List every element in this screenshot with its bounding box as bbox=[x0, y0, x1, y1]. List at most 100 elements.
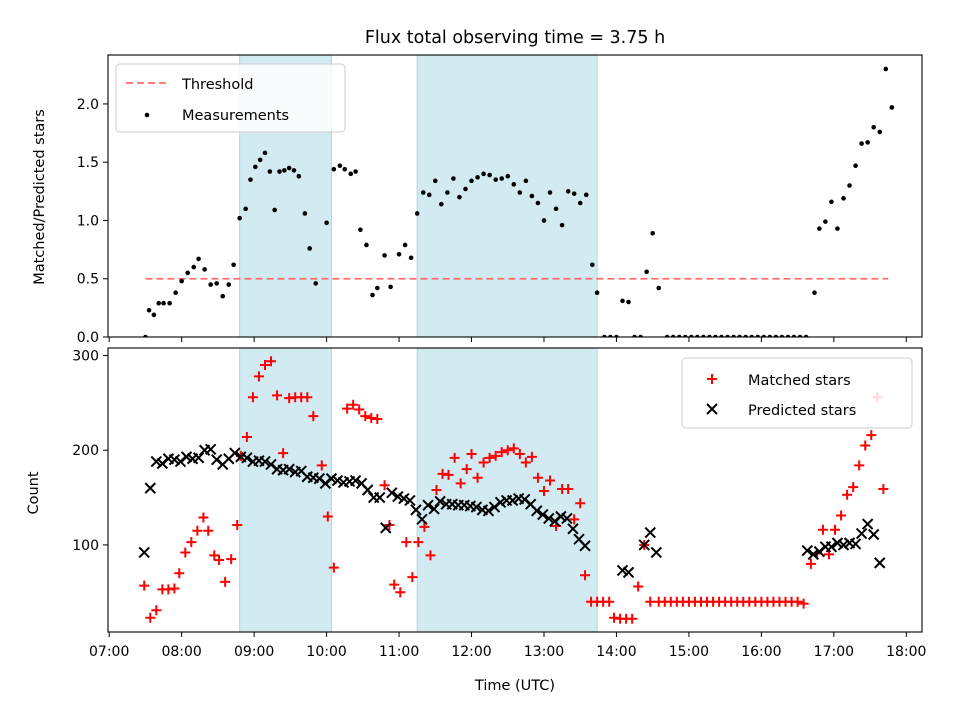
matched-star-point bbox=[532, 472, 543, 483]
predicted-star-point bbox=[537, 508, 549, 521]
x-tick-label: 11:00 bbox=[379, 644, 419, 660]
matched-star-point bbox=[449, 452, 460, 463]
predicted-star-point bbox=[874, 557, 886, 569]
predicted-star-point bbox=[241, 452, 253, 464]
measurement-point bbox=[342, 166, 348, 172]
measurement-point bbox=[313, 281, 319, 286]
matched-star-point bbox=[478, 457, 489, 468]
matched-star-point bbox=[425, 550, 436, 561]
predicted-star-point bbox=[867, 528, 880, 541]
measurement-point bbox=[632, 334, 637, 337]
bottom-y-tick-label: 100 bbox=[72, 538, 99, 554]
measurement-point bbox=[185, 270, 191, 276]
matched-star-point bbox=[407, 572, 418, 583]
x-tick-label: 12:00 bbox=[451, 644, 491, 660]
matched-star-point bbox=[842, 489, 853, 500]
matched-star-point bbox=[260, 360, 271, 371]
matched-star-point bbox=[253, 371, 264, 382]
predicted-star-point bbox=[567, 523, 579, 535]
measurement-point bbox=[282, 168, 287, 173]
matched-star-point bbox=[798, 598, 809, 609]
matched-star-point bbox=[836, 510, 847, 521]
measurement-point bbox=[208, 282, 213, 287]
matched-star-point bbox=[878, 484, 889, 495]
measurement-point bbox=[719, 334, 724, 337]
measurement-point bbox=[761, 334, 767, 337]
matched-star-point bbox=[563, 484, 574, 495]
measurement-point bbox=[829, 199, 834, 205]
measurement-point bbox=[713, 334, 718, 337]
measurement-point bbox=[231, 262, 236, 268]
measurement-point bbox=[797, 334, 803, 337]
measurement-point bbox=[644, 269, 649, 275]
bottom-series-plus bbox=[139, 356, 889, 624]
measurement-point bbox=[214, 281, 219, 286]
measurement-point bbox=[307, 246, 312, 251]
measurement-point bbox=[358, 227, 363, 233]
matched-star-point bbox=[860, 440, 871, 451]
measurement-point bbox=[559, 222, 565, 228]
measurement-point bbox=[803, 334, 809, 337]
measurement-point bbox=[420, 190, 426, 195]
predicted-star-point bbox=[410, 504, 422, 516]
matched-star-point bbox=[192, 525, 203, 536]
measurement-point bbox=[871, 124, 876, 130]
matched-star-point bbox=[526, 451, 537, 462]
top-observing-interval-1 bbox=[416, 54, 598, 338]
matched-star-point bbox=[484, 452, 495, 463]
bottom-y-axis-label: Count bbox=[26, 471, 42, 514]
measurement-point bbox=[337, 163, 343, 169]
matched-star-point bbox=[214, 555, 225, 566]
measurement-point bbox=[638, 334, 643, 337]
matched-star-point bbox=[186, 537, 197, 548]
measurement-point bbox=[664, 334, 670, 337]
predicted-star-point bbox=[807, 548, 820, 561]
measurement-point bbox=[375, 285, 380, 291]
predicted-star-point bbox=[849, 538, 862, 550]
measurement-point bbox=[220, 293, 226, 299]
matched-star-point bbox=[455, 478, 466, 489]
predicted-star-point bbox=[386, 487, 398, 499]
measurement-point bbox=[402, 242, 408, 248]
measurement-point bbox=[835, 226, 840, 231]
top-y-axis-label: Matched/Predicted stars bbox=[32, 109, 48, 285]
predicted-star-point bbox=[434, 495, 446, 508]
legend-matched-label: Matched stars bbox=[748, 373, 851, 389]
measurement-point bbox=[626, 299, 631, 305]
x-tick-label: 18:00 bbox=[886, 644, 926, 660]
x-axis-label: Time (UTC) bbox=[474, 678, 555, 694]
measurement-point bbox=[695, 334, 700, 337]
measurement-point bbox=[883, 66, 889, 72]
measurement-point bbox=[853, 163, 858, 169]
measurement-point bbox=[614, 334, 619, 337]
measurement-point bbox=[226, 282, 232, 287]
top-axes-frame bbox=[107, 54, 923, 338]
bottom-plot-area bbox=[138, 356, 889, 624]
measurement-point bbox=[589, 262, 595, 268]
measurement-point bbox=[547, 190, 553, 195]
top-legend: Threshold Measurements bbox=[115, 63, 346, 133]
measurement-point bbox=[499, 176, 505, 181]
top-plot-area bbox=[143, 66, 895, 337]
measurement-point bbox=[253, 164, 258, 170]
matched-star-point bbox=[209, 550, 220, 561]
measurement-point bbox=[656, 285, 662, 291]
matched-star-point bbox=[316, 460, 327, 471]
measurement-point bbox=[146, 307, 152, 313]
bottom-observing-interval-0 bbox=[239, 347, 332, 633]
measurement-point bbox=[463, 186, 468, 192]
matched-star-point bbox=[389, 579, 400, 590]
top-series-dot bbox=[143, 66, 895, 337]
predicted-star-point bbox=[801, 544, 813, 557]
measurement-point bbox=[272, 207, 277, 213]
bottom-count-plot: 100 200 300 07:00 08:00 09:00 10:00 11:00 12:00 1… bbox=[72, 347, 926, 660]
matched-star-point bbox=[854, 460, 865, 471]
measurement-point bbox=[743, 334, 748, 337]
matched-star-point bbox=[226, 554, 237, 565]
matched-star-point bbox=[241, 431, 252, 442]
measurement-point bbox=[257, 157, 263, 163]
measurement-point bbox=[535, 200, 541, 206]
predicted-star-point bbox=[380, 522, 392, 534]
matched-star-point bbox=[514, 449, 525, 460]
matched-star-point bbox=[145, 612, 156, 623]
